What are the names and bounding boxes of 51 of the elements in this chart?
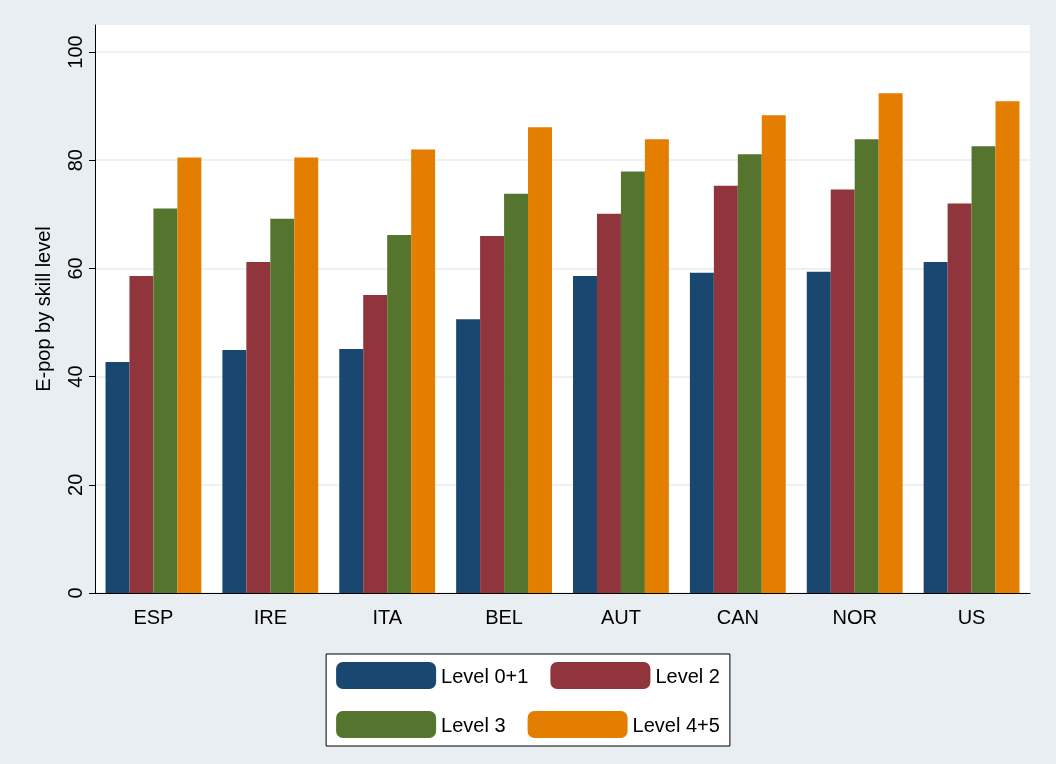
bar	[830, 189, 855, 593]
bar	[177, 157, 202, 593]
x-tick-label: BEL	[485, 606, 523, 628]
bar	[456, 319, 481, 593]
y-tick-label: 100	[64, 35, 86, 69]
bar	[878, 93, 903, 593]
bar	[995, 101, 1020, 593]
x-tick-label: US	[957, 606, 986, 628]
bar	[387, 234, 412, 593]
legend-label: Level 2	[655, 664, 720, 687]
bar	[923, 261, 948, 593]
x-tick-label: CAN	[716, 606, 759, 628]
y-tick-label: 60	[64, 257, 86, 280]
bar	[105, 362, 130, 593]
bar	[620, 171, 645, 593]
bar	[294, 157, 319, 593]
bar	[947, 203, 972, 593]
bar	[480, 235, 505, 593]
bar	[806, 271, 831, 593]
bar	[689, 272, 714, 593]
x-tick-label: NOR	[832, 606, 877, 628]
bar	[573, 276, 597, 593]
legend-label: Level 4+5	[632, 713, 720, 736]
bar	[129, 276, 154, 593]
legend-label: Level 0+1	[441, 664, 529, 687]
bar	[363, 294, 388, 593]
bar	[854, 139, 879, 593]
legend-label: Level 3	[441, 713, 506, 736]
bar	[246, 261, 271, 593]
y-tick-label: 0	[64, 587, 86, 599]
bar	[596, 213, 621, 593]
y-tick-label: 80	[64, 149, 86, 172]
bar	[528, 127, 552, 593]
bar	[644, 139, 669, 593]
x-tick-label: IRE	[253, 606, 287, 628]
bar	[737, 154, 762, 593]
y-axis-title: E-pop by skill level	[32, 226, 54, 392]
bar	[153, 208, 178, 593]
bar	[339, 349, 364, 593]
x-tick-label: ITA	[372, 606, 403, 628]
bar	[222, 350, 247, 593]
bar	[971, 146, 996, 593]
bar	[713, 185, 738, 593]
bar	[411, 149, 436, 593]
y-tick-label: 20	[64, 473, 86, 496]
bar	[761, 115, 786, 593]
x-tick-label: ESP	[133, 606, 174, 628]
bar	[270, 218, 295, 593]
x-tick-label: AUT	[600, 606, 641, 628]
bar	[504, 193, 529, 593]
y-tick-label: 40	[64, 365, 86, 388]
